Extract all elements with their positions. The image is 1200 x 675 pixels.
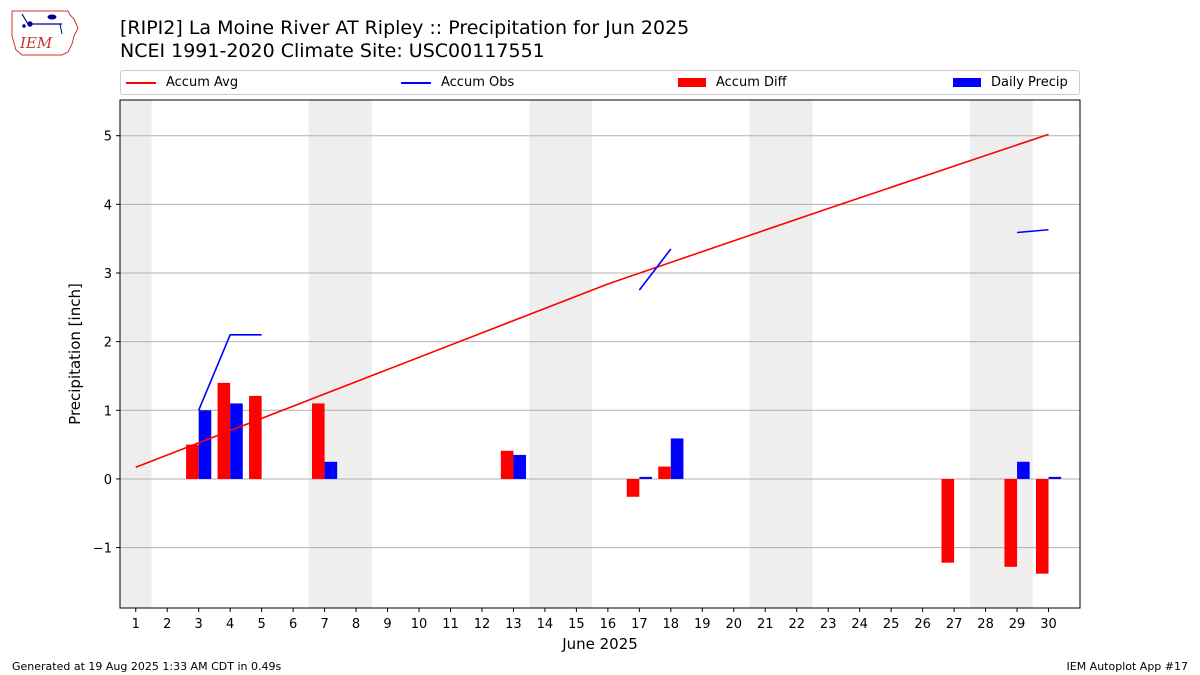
accum-diff-bar-day-3	[186, 444, 199, 479]
chart-legend: Accum Avg Accum Obs Accum Diff Daily Pre…	[120, 70, 1080, 95]
x-tick-label-4: 4	[226, 617, 234, 632]
y-tick-label--1: −1	[93, 542, 112, 557]
accum-diff-bar-day-29	[1004, 478, 1018, 567]
y-tick-label-2: 2	[104, 336, 112, 351]
daily-precip-bar-day-4	[230, 403, 243, 479]
legend-label-accum-obs: Accum Obs	[441, 75, 515, 90]
x-tick-label-6: 6	[289, 617, 297, 632]
legend-swatch-accum-diff	[678, 78, 706, 87]
accum-diff-bar-day-4	[217, 382, 231, 479]
y-tick-label-5: 5	[104, 130, 112, 145]
weekend-shade-day-28	[969, 100, 1002, 608]
weekend-shade-day-21	[749, 100, 781, 608]
accum-diff-bar-day-13	[500, 450, 514, 479]
x-tick-label-21: 21	[757, 617, 774, 632]
x-tick-label-3: 3	[195, 617, 203, 632]
y-tick-label-1: 1	[104, 404, 112, 419]
accum-obs-line-segment-1	[197, 333, 262, 411]
chart-subtitle: NCEI 1991-2020 Climate Site: USC00117551	[120, 40, 545, 62]
x-tick-label-28: 28	[977, 617, 994, 632]
daily-precip-bar-day-3	[198, 410, 212, 479]
x-tick-label-1: 1	[132, 617, 140, 632]
daily-precip-bar-day-29	[1017, 461, 1030, 479]
accum-diff-bar-day-18	[658, 466, 671, 479]
x-tick-label-13: 13	[505, 617, 522, 632]
x-tick-label-20: 20	[725, 617, 742, 632]
y-axis-label: Precipitation [inch]	[66, 283, 84, 425]
x-tick-label-5: 5	[257, 617, 265, 632]
y-tick-label-4: 4	[104, 198, 112, 213]
x-tick-label-22: 22	[788, 617, 805, 632]
x-tick-label-23: 23	[820, 617, 837, 632]
x-tick-label-18: 18	[663, 617, 680, 632]
weekend-shade-day-1	[120, 100, 152, 608]
legend-swatch-accum-obs	[401, 81, 431, 84]
weather-station-icon	[21, 13, 63, 35]
legend-swatch-daily-precip	[953, 78, 981, 87]
iem-logo: IEM	[11, 10, 79, 56]
legend-item-accum-diff: Accum Diff	[678, 71, 787, 94]
generated-timestamp: Generated at 19 Aug 2025 1:33 AM CDT in …	[12, 660, 282, 673]
logo-text: IEM	[19, 34, 53, 52]
weekend-shade-day-22	[780, 100, 813, 608]
x-tick-label-26: 26	[914, 617, 931, 632]
x-tick-label-11: 11	[442, 617, 459, 632]
x-tick-label-16: 16	[600, 617, 617, 632]
x-tick-label-25: 25	[883, 617, 900, 632]
y-tick-label-0: 0	[104, 473, 112, 488]
x-tick-label-10: 10	[411, 617, 428, 632]
app-credit: IEM Autoplot App #17	[1066, 660, 1189, 673]
x-tick-label-29: 29	[1009, 617, 1026, 632]
daily-precip-bar-day-7	[324, 461, 338, 479]
daily-precip-bar-day-30	[1048, 476, 1062, 479]
y-tick-label-3: 3	[104, 267, 112, 282]
accum-obs-line-segment-3	[1016, 228, 1049, 234]
legend-label-accum-avg: Accum Avg	[166, 75, 239, 90]
x-tick-label-9: 9	[383, 617, 391, 632]
daily-precip-bar-day-18	[670, 438, 684, 479]
weekend-shade-day-14	[529, 100, 561, 608]
x-tick-label-14: 14	[537, 617, 554, 632]
x-tick-label-15: 15	[568, 617, 585, 632]
legend-item-accum-avg: Accum Avg	[126, 71, 238, 94]
x-tick-label-7: 7	[320, 617, 328, 632]
x-tick-label-27: 27	[946, 617, 963, 632]
x-tick-label-12: 12	[474, 617, 491, 632]
accum-diff-bar-day-5	[249, 395, 262, 479]
x-tick-label-2: 2	[163, 617, 171, 632]
legend-label-accum-diff: Accum Diff	[716, 75, 787, 90]
legend-item-accum-obs: Accum Obs	[401, 71, 514, 94]
accum-diff-bar-day-17	[626, 478, 640, 497]
accum-obs-line-segment-2	[638, 248, 672, 291]
x-tick-label-30: 30	[1040, 617, 1057, 632]
plot-frame	[119, 99, 1081, 609]
legend-label-daily-precip: Daily Precip	[991, 75, 1068, 90]
legend-item-daily-precip: Daily Precip	[953, 71, 1068, 94]
accum-diff-bar-day-30	[1035, 478, 1049, 574]
x-tick-label-19: 19	[694, 617, 711, 632]
chart-title: [RIPI2] La Moine River AT Ripley :: Prec…	[120, 17, 690, 39]
accum-diff-bar-day-7	[312, 403, 325, 479]
x-tick-label-24: 24	[851, 617, 868, 632]
weekend-shade-day-15	[560, 100, 593, 608]
accum-diff-bar-day-27	[941, 478, 955, 563]
x-tick-label-8: 8	[352, 617, 360, 632]
daily-precip-bar-day-13	[513, 454, 527, 479]
daily-precip-bar-day-17	[639, 476, 652, 479]
legend-swatch-accum-avg	[126, 81, 156, 84]
accum-avg-line	[135, 133, 1049, 469]
weekend-shade-day-8	[340, 100, 372, 608]
x-tick-label-17: 17	[631, 617, 648, 632]
weekend-shade-day-7	[308, 100, 341, 608]
x-axis-label: June 2025	[561, 635, 638, 653]
